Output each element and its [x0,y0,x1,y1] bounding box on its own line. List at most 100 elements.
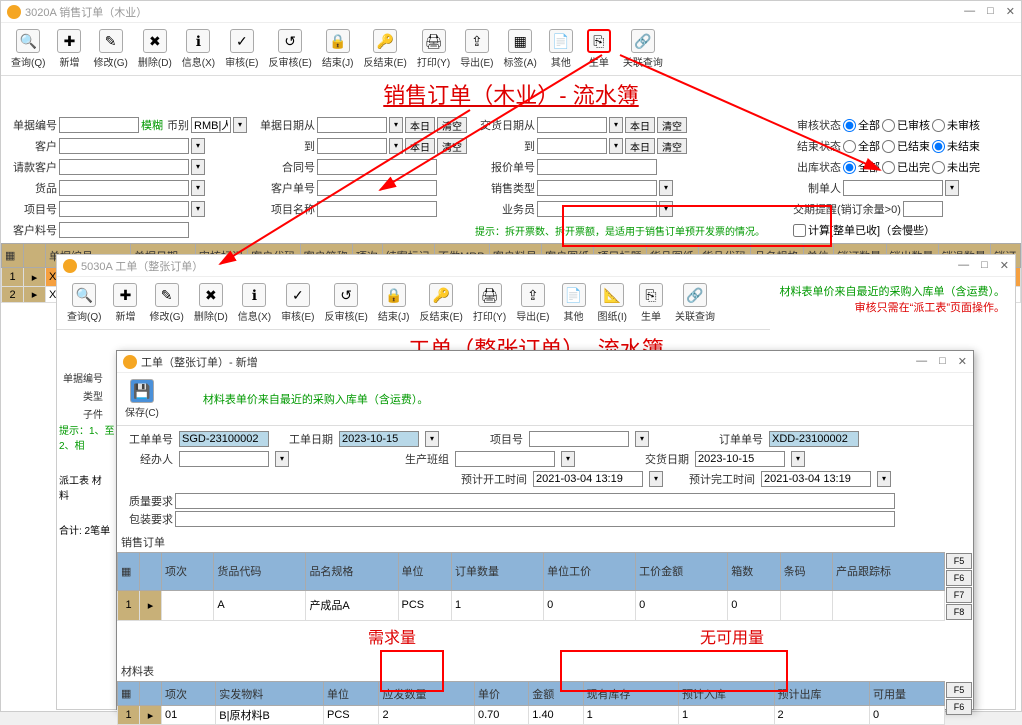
toolbar-反审核(E)[interactable]: ↺反审核(E) [320,281,371,325]
inp-handler[interactable] [179,451,269,467]
radio-outundone[interactable] [932,161,945,174]
inp-remind[interactable] [903,201,943,217]
radio-all2[interactable] [843,140,856,153]
clear-button[interactable]: 清空 [437,138,467,154]
toolbar-生单[interactable]: ⎘生单 [581,27,617,71]
inp-docno[interactable] [59,117,139,133]
inp-pack[interactable] [175,511,895,527]
toolbar-审核(E)[interactable]: ✓审核(E) [277,281,318,325]
save-button[interactable]: 💾保存(C) [121,377,163,421]
toolbar-删除(D)[interactable]: ✖删除(D) [134,27,176,71]
fn-button-F5[interactable]: F5 [946,553,972,569]
dropdown-icon[interactable]: ▾ [659,180,673,196]
dropdown-icon[interactable]: ▾ [635,431,649,447]
dropdown-icon[interactable]: ▾ [191,201,205,217]
toolbar-修改(G)[interactable]: ✎修改(G) [89,27,131,71]
toolbar-信息(X)[interactable]: ℹ信息(X) [178,27,219,71]
toolbar-新增[interactable]: ✚新增 [51,27,87,71]
today-button[interactable]: 本日 [625,117,655,133]
inp-custord[interactable] [317,180,437,196]
fn-button-F6[interactable]: F6 [946,699,972,715]
inp-qual[interactable] [175,493,895,509]
toolbar-反审核(E)[interactable]: ↺反审核(E) [264,27,315,71]
chk-calc[interactable] [793,224,806,237]
clear-button[interactable]: 清空 [657,117,687,133]
toolbar-打印(Y)[interactable]: 🖨打印(Y) [469,281,510,325]
toolbar-反结束(E)[interactable]: 🔑反结束(E) [360,27,411,71]
cal-icon[interactable]: ▾ [425,431,439,447]
fn-button-F5[interactable]: F5 [946,682,972,698]
toolbar-结束(J)[interactable]: 🔒结束(J) [318,27,358,71]
fn-button-F8[interactable]: F8 [946,604,972,620]
inp-proj[interactable] [59,201,189,217]
radio-unaudited[interactable] [932,119,945,132]
toolbar-标签(A)[interactable]: ▦标签(A) [500,27,541,71]
toolbar-其他[interactable]: 📄其他 [543,27,579,71]
clear-button[interactable]: 清空 [437,117,467,133]
inp-sales[interactable] [537,201,657,217]
today-button[interactable]: 本日 [405,117,435,133]
inp-projname[interactable] [317,201,437,217]
material-grid[interactable]: ▦项次实发物料单位应发数量单价金额现有库存预计入库预计出库可用量1▸01B|原材… [117,681,945,725]
cal-icon[interactable]: ▾ [609,117,623,133]
inp-deliv[interactable] [695,451,785,467]
inp-contract[interactable] [317,159,437,175]
cal-icon[interactable]: ▾ [389,117,403,133]
radio-outdone[interactable] [882,161,895,174]
close-icon[interactable]: ✕ [1006,5,1015,18]
fn-button-F6[interactable]: F6 [946,570,972,586]
minimize-icon[interactable]: — [916,355,927,368]
toolbar-关联查询[interactable]: 🔗关联查询 [619,27,667,71]
toolbar-查询(Q)[interactable]: 🔍查询(Q) [7,27,49,71]
inp-delivto[interactable] [537,138,607,154]
cal-icon[interactable]: ▾ [877,471,891,487]
toolbar-打印(Y)[interactable]: 🖨打印(Y) [413,27,454,71]
maximize-icon[interactable]: □ [987,5,994,18]
toolbar-审核(E)[interactable]: ✓审核(E) [221,27,262,71]
toolbar-图纸(I)[interactable]: 📐图纸(I) [594,281,631,325]
radio-all[interactable] [843,119,856,132]
toolbar-查询(Q)[interactable]: 🔍查询(Q) [63,281,105,325]
maximize-icon[interactable]: □ [981,259,988,272]
inp-team[interactable] [455,451,555,467]
inp-ordno[interactable] [769,431,859,447]
tabs[interactable]: 派工表 材料 [59,472,111,502]
toolbar-导出(E)[interactable]: ⇪导出(E) [512,281,553,325]
inp-projno[interactable] [529,431,629,447]
dropdown-icon[interactable]: ▾ [275,451,289,467]
cal-icon[interactable]: ▾ [389,138,403,154]
toolbar-修改(G)[interactable]: ✎修改(G) [145,281,187,325]
inp-wodate[interactable] [339,431,419,447]
toolbar-删除(D)[interactable]: ✖删除(D) [190,281,232,325]
toolbar-关联查询[interactable]: 🔗关联查询 [671,281,719,325]
inp-maker[interactable] [843,180,943,196]
minimize-icon[interactable]: — [964,5,975,18]
cal-icon[interactable]: ▾ [791,451,805,467]
inp-delivfrom[interactable] [537,117,607,133]
toolbar-其他[interactable]: 📄其他 [556,281,592,325]
close-icon[interactable]: ✕ [958,355,967,368]
fn-button-F7[interactable]: F7 [946,587,972,603]
inp-goods[interactable] [59,180,189,196]
dropdown-icon[interactable]: ▾ [561,451,575,467]
toolbar-导出(E)[interactable]: ⇪导出(E) [456,27,497,71]
dropdown-icon[interactable]: ▾ [659,201,673,217]
radio-unended[interactable] [932,140,945,153]
inp-quote[interactable] [537,159,657,175]
cal-icon[interactable]: ▾ [649,471,663,487]
toolbar-新增[interactable]: ✚新增 [107,281,143,325]
today-button[interactable]: 本日 [405,138,435,154]
inp-paycust[interactable] [59,159,189,175]
cal-icon[interactable]: ▾ [609,138,623,154]
toolbar-信息(X)[interactable]: ℹ信息(X) [234,281,275,325]
toolbar-生单[interactable]: ⎘生单 [633,281,669,325]
inp-saletype[interactable] [537,180,657,196]
maximize-icon[interactable]: □ [939,355,946,368]
dropdown-icon[interactable]: ▾ [945,180,959,196]
inp-dateto[interactable] [317,138,387,154]
clear-button[interactable]: 清空 [657,138,687,154]
inp-wono[interactable] [179,431,269,447]
today-button[interactable]: 本日 [625,138,655,154]
dropdown-icon[interactable]: ▾ [191,159,205,175]
radio-audited[interactable] [882,119,895,132]
